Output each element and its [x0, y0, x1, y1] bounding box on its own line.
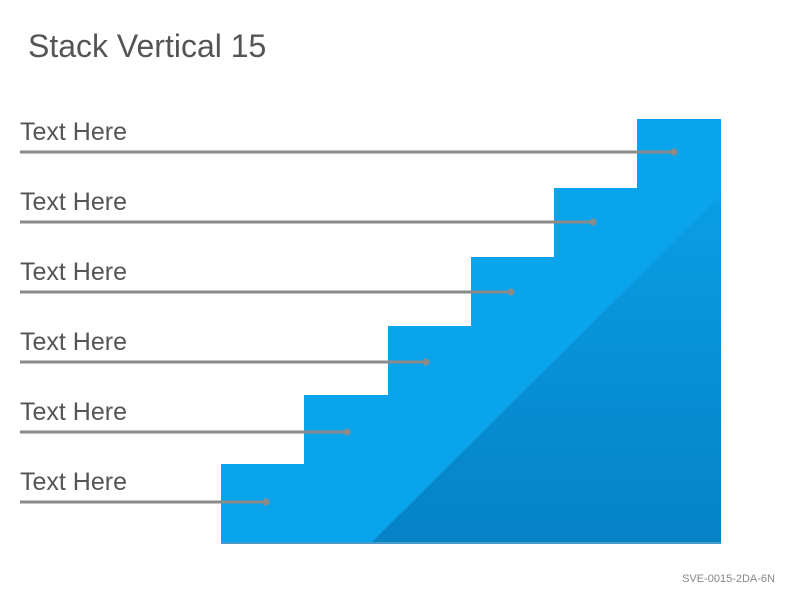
leader-dot: [507, 288, 515, 296]
leader-dot: [670, 148, 678, 156]
title: Stack Vertical 15: [28, 28, 266, 64]
staircase: [221, 119, 721, 544]
step-label: Text Here: [20, 398, 127, 426]
leader-dot: [589, 218, 597, 226]
step-label: Text Here: [20, 258, 127, 286]
leader-dot: [422, 358, 430, 366]
step-label: Text Here: [20, 328, 127, 356]
footer-code: SVE-0015-2DA-6N: [682, 573, 775, 585]
stairs-shade: [372, 195, 721, 542]
step-label: Text Here: [20, 188, 127, 216]
leader-dot: [343, 428, 351, 436]
step-label: Text Here: [20, 118, 127, 146]
step-label: Text Here: [20, 468, 127, 496]
leader-dot: [262, 498, 270, 506]
